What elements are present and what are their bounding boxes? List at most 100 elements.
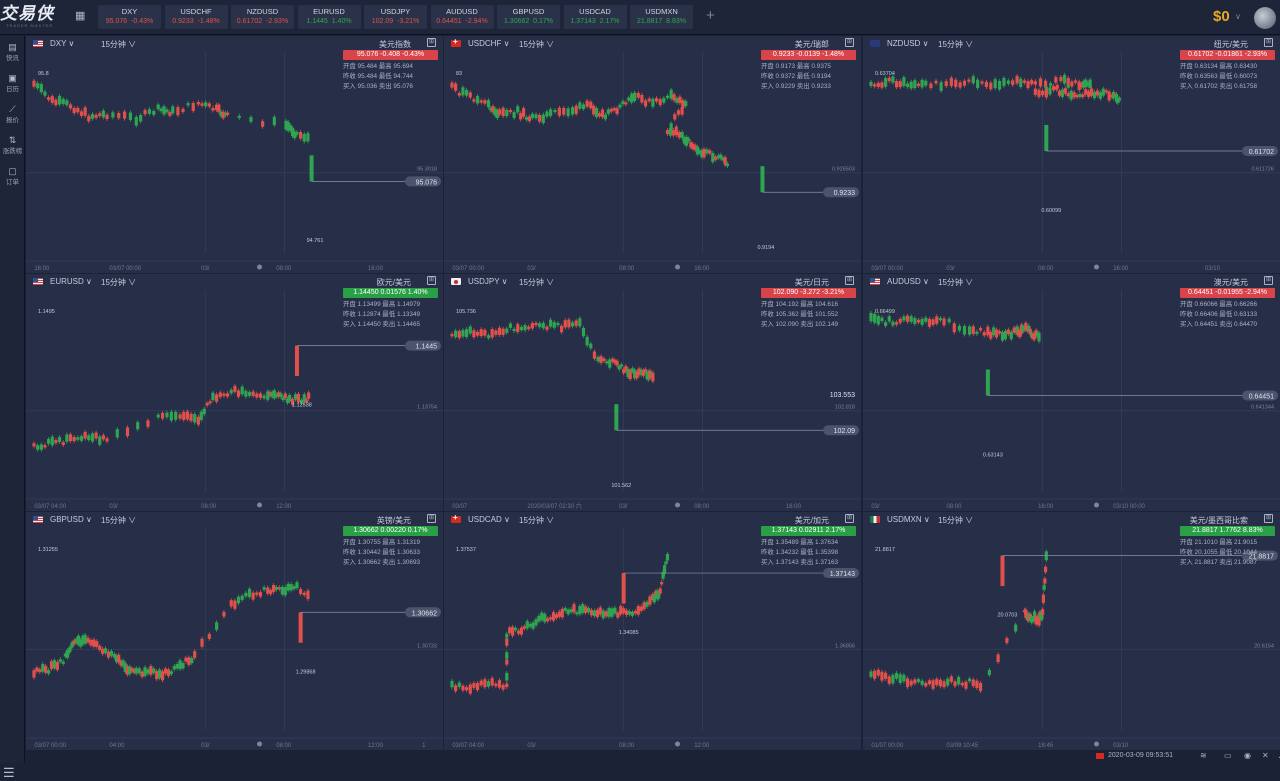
mid-price-label: 0.641344 [1251,405,1274,411]
symbol-selector[interactable]: USDCHF ∨ [468,39,510,48]
candlestick-chart[interactable]: 0.9233 0.926503 0.9194 83 03/07 00:00 03/08:0… [444,36,861,273]
tab-gbpusd[interactable]: GBPUSD 1.30662 0.17% [497,5,560,29]
candle [924,317,928,322]
candle [997,331,1002,334]
candle [50,96,54,103]
chart-panel-usdcad[interactable]: 1.37143 1.36856 1.34085 1.37537 03/07 04:00 0… [444,512,861,750]
settings-icon[interactable]: ⊞ [845,514,854,523]
settings-icon[interactable]: ⊞ [1264,276,1273,285]
app-logo[interactable]: 交易侠 TRADER MASTER [0,5,64,31]
window-icon[interactable]: ▭ [1224,751,1232,760]
candle [524,117,529,120]
chart-panel-gbpusd[interactable]: 1.30662 1.30733 1.29868 1.31255 03/07 00:00 0… [26,512,443,750]
add-tab-button[interactable]: + [706,7,715,24]
tab-usdcad[interactable]: USDCAD 1.37143 2.17% [563,5,627,29]
candle [668,128,673,136]
candlestick-chart[interactable]: 95.076 95.3018 94.761 95.8 16:00 03/07 00:00 0… [26,36,443,273]
sidebar-item-order[interactable]: ▢ 订单 [0,166,25,186]
candle [454,685,458,692]
settings-icon[interactable]: ⊞ [845,276,854,285]
candle-big [1044,124,1049,152]
interval-selector[interactable]: 15分钟 ∨ [519,516,555,525]
candle [869,671,873,677]
candlestick-chart[interactable]: 1.1445 1.13754 1.12538 1.1495 03/07 04:00 03/… [26,274,443,511]
tab-audusd[interactable]: AUDUSD 0.64451 -2.94% [430,5,494,29]
interval-selector[interactable]: 15分钟 ∨ [101,516,137,525]
settings-icon[interactable]: ⊞ [427,276,436,285]
sidebar-item-quote[interactable]: ⟋ 报价 [0,104,25,124]
interval-selector[interactable]: 15分钟 ∨ [519,278,555,287]
settings-icon[interactable]: ⊞ [1264,514,1273,523]
candlestick-chart[interactable]: 21.8817 20.6154 20.0703 21.8817 01/07 00:00 0… [863,512,1280,750]
symbol-selector[interactable]: NZDUSD ∨ [887,39,929,48]
time-label: 12:00 [694,743,710,749]
candle [58,659,62,662]
settings-icon[interactable]: ⊞ [427,514,436,523]
candle [1087,91,1091,97]
candle [589,609,594,616]
interval-selector[interactable]: 15分钟 ∨ [938,278,974,287]
candlestick-chart[interactable]: 1.37143 1.36856 1.34085 1.37537 03/07 04:00 0… [444,512,861,750]
candle [1107,91,1111,101]
symbol-selector[interactable]: EURUSD ∨ [50,277,92,286]
sound-icon[interactable]: ♪ [1278,751,1280,760]
sidebar-item-ranking[interactable]: ⇅ 涨跌榜 [0,135,25,155]
candle [876,316,880,325]
interval-selector[interactable]: 15分钟 ∨ [101,278,137,287]
mute-icon[interactable]: ✕ [1262,751,1269,760]
candlestick-chart[interactable]: 1.30662 1.30733 1.29868 1.31255 03/07 00:00 0… [26,512,443,750]
candle [554,614,559,618]
chart-panel-nzdusd[interactable]: 0.61702 0.611726 0.60099 0.63704 03/07 00:00… [863,36,1280,273]
tab-eurusd[interactable]: EURUSD 1.1445 1.40% [297,5,361,29]
account-balance[interactable]: $0 [1213,8,1230,25]
symbol-selector[interactable]: USDCAD ∨ [468,515,510,524]
tab-nzdusd[interactable]: NZDUSD 0.61702 -2.93% [231,5,294,29]
tab-dxy[interactable]: DXY 95.076 -0.43% [98,5,161,29]
chart-panel-usdchf[interactable]: 0.9233 0.926503 0.9194 83 03/07 00:00 03/08:0… [444,36,861,273]
candle [123,663,127,672]
settings-icon[interactable]: ⊞ [845,38,854,47]
chart-panel-usdjpy[interactable]: 102.09 102.818 101.562 105.736 103.553 03/07 2… [444,274,861,511]
candle [1044,89,1048,98]
chart-panel-usdmxn[interactable]: 21.8817 20.6154 20.0703 21.8817 01/07 00:00 0… [863,512,1280,750]
symbol-selector[interactable]: USDJPY ∨ [468,277,508,286]
settings-icon[interactable]: ⊞ [1264,38,1273,47]
candle [450,82,454,88]
symbol-selector[interactable]: USDMXN ∨ [887,515,930,524]
sidebar-item-calendar[interactable]: ▣ 日历 [0,73,25,93]
symbol-selector[interactable]: AUDUSD ∨ [887,277,929,286]
tab-usdmxn[interactable]: USDMXN 21.8817 8.83% [630,5,693,29]
candle-big [621,573,626,604]
candlestick-chart[interactable]: 0.64451 0.641344 0.63143 0.66499 03/08:00 16:… [863,274,1280,511]
symbol-selector[interactable]: GBPUSD ∨ [50,515,92,524]
candle [680,107,684,115]
panel-header: GBPUSD ∨ 15分钟 ∨ 英镑/美元 ⊞ [26,512,443,528]
chart-panel-eurusd[interactable]: 1.1445 1.13754 1.12538 1.1495 03/07 04:00 03/… [26,274,443,511]
layout-grid-icon[interactable]: ▦ [75,10,86,22]
sidebar-item-news[interactable]: ▤ 快讯 [0,42,25,62]
interval-selector[interactable]: 15分钟 ∨ [101,40,137,49]
last-price-tag [823,568,859,579]
candle [299,131,303,139]
camera-icon[interactable]: ◉ [1244,751,1251,760]
interval-selector[interactable]: 15分钟 ∨ [519,40,555,49]
interval-selector[interactable]: 15分钟 ∨ [938,40,974,49]
chevron-down-icon[interactable]: ∨ [1235,12,1241,21]
candle-big [614,404,619,431]
symbol-selector[interactable]: DXY ∨ [50,39,75,48]
tab-usdjpy[interactable]: USDJPY 102.09 -3.21% [364,5,427,29]
chart-panel-audusd[interactable]: 0.64451 0.641344 0.63143 0.66499 03/08:00 16:… [863,274,1280,511]
candle [615,360,619,366]
candle [714,156,718,160]
candle [79,111,84,116]
candle [1078,94,1082,98]
tab-usdchf[interactable]: USDCHF 0.9233 -1.48% [164,5,228,29]
chart-panel-dxy[interactable]: 95.076 95.3018 94.761 95.8 16:00 03/07 00:00 0… [26,36,443,273]
settings-icon[interactable]: ⊞ [427,38,436,47]
menu-icon[interactable]: ☰ [3,765,15,780]
candle [65,434,69,442]
candlestick-chart[interactable]: 102.09 102.818 101.562 105.736 103.553 03/07 2… [444,274,861,511]
avatar[interactable] [1254,7,1276,29]
interval-selector[interactable]: 15分钟 ∨ [938,516,974,525]
candlestick-chart[interactable]: 0.61702 0.611726 0.60099 0.63704 03/07 00:00… [863,36,1280,273]
